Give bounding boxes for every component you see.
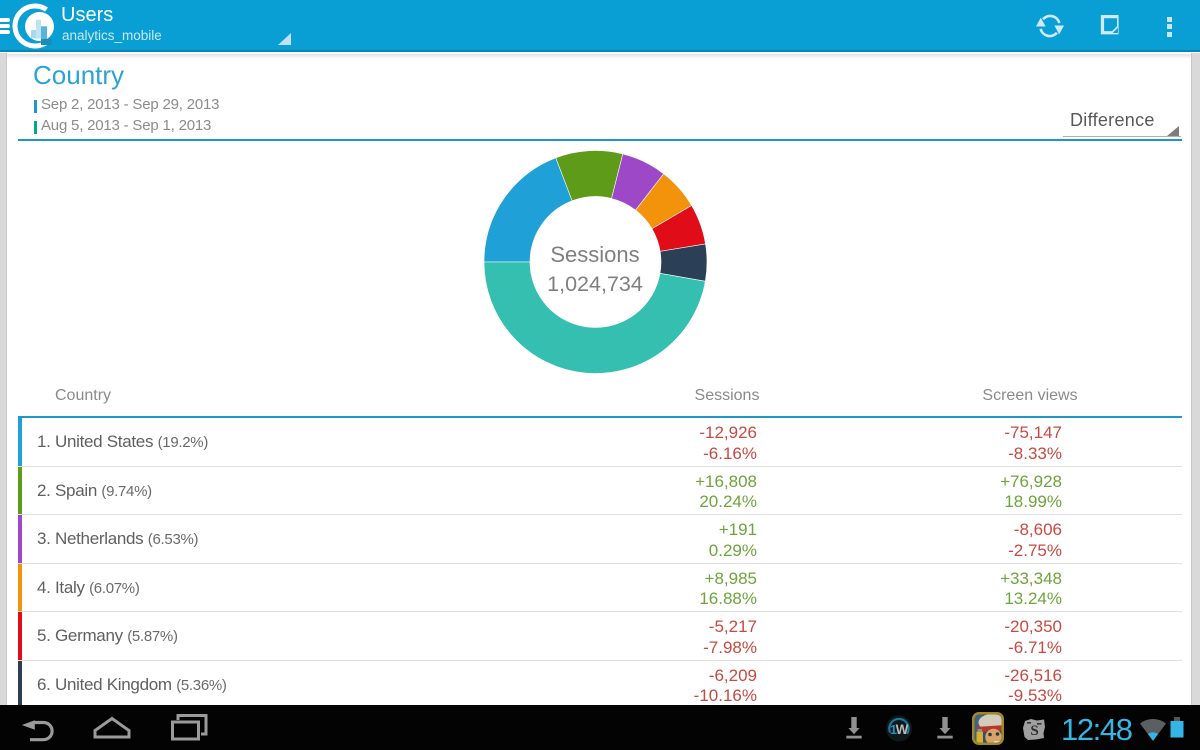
svg-text:S: S: [1030, 723, 1038, 739]
svg-text:W: W: [896, 722, 909, 737]
svg-text:1: 1: [890, 722, 897, 737]
